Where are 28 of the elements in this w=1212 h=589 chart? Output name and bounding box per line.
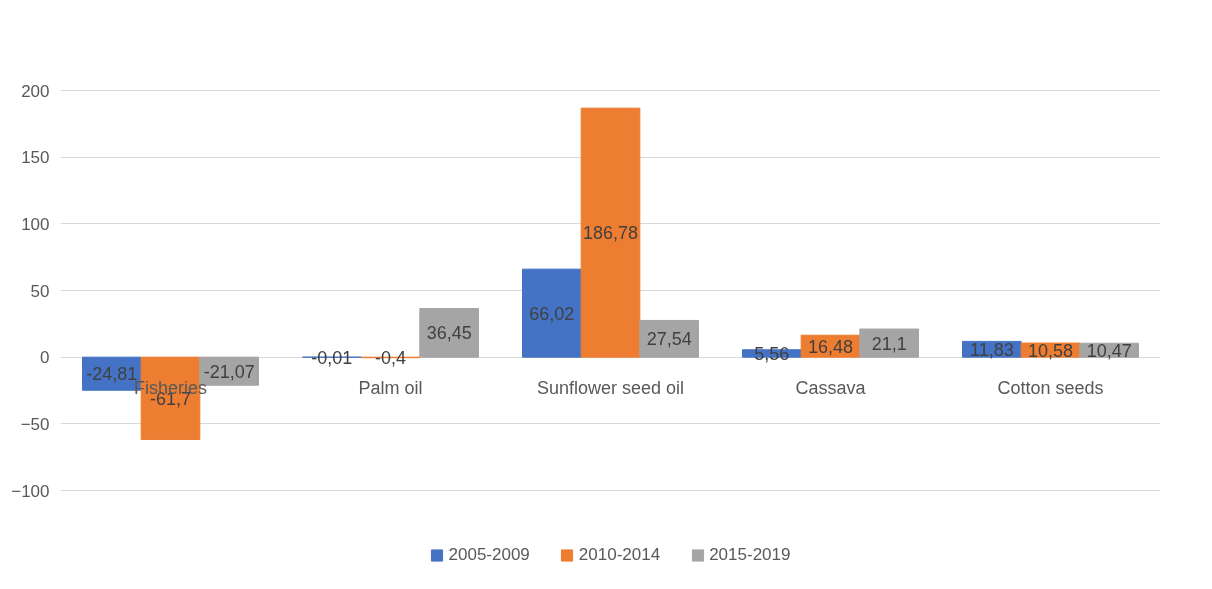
y-tick-label: 200 [21, 81, 50, 101]
data-label: 16,48 [807, 336, 854, 357]
legend-label: 2005-2009 [448, 545, 530, 565]
legend-label: 2010-2014 [578, 545, 661, 565]
data-label: 11,83 [969, 339, 1014, 360]
x-tick-label: Cotton seeds [997, 378, 1104, 399]
data-label: 10,47 [1086, 340, 1132, 361]
y-tick-label: −100 [11, 481, 50, 501]
data-label: 186,78 [582, 223, 639, 244]
bar [859, 328, 919, 358]
y-tick-label: 100 [21, 214, 50, 234]
bar [419, 308, 479, 358]
data-label: 27,54 [646, 329, 692, 350]
data-label: 10,58 [1027, 340, 1074, 361]
y-tick-label: 50 [30, 281, 50, 301]
bar [522, 268, 582, 358]
data-label: 21,1 [871, 333, 907, 354]
x-tick-label: Cassava [795, 378, 867, 399]
y-tick-label: 0 [40, 348, 50, 368]
x-tick-label: Palm oil [358, 378, 423, 399]
bar [580, 107, 641, 358]
legend-label: 2015-2019 [709, 545, 791, 565]
data-label: 66,02 [529, 303, 575, 324]
data-label: -21,07 [203, 361, 255, 382]
y-tick-label: 150 [21, 148, 50, 168]
x-tick-label: Sunflower seed oil [536, 378, 685, 399]
y-tick-label: −50 [20, 414, 50, 434]
data-label: 36,45 [426, 323, 472, 344]
